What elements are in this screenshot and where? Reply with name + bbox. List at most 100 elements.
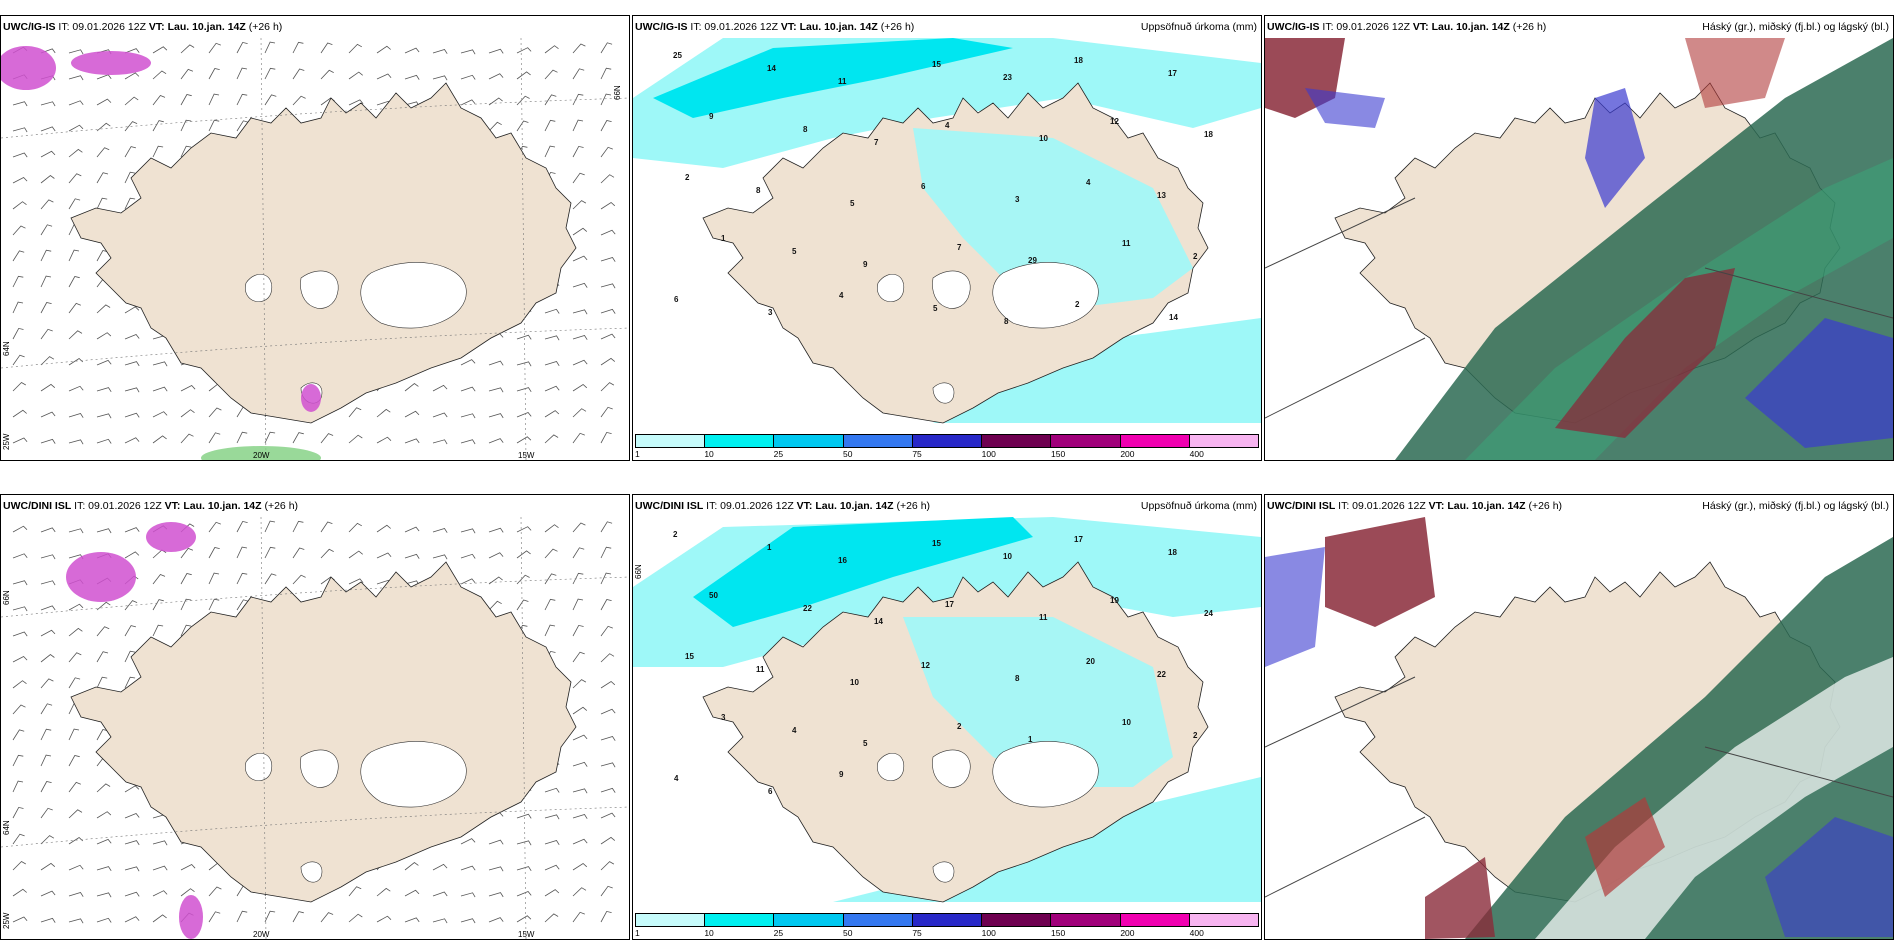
wind-barb: [600, 762, 616, 768]
wind-barb: [404, 861, 419, 871]
wind-barb: [152, 435, 167, 444]
precip-value: 8: [1004, 317, 1009, 326]
colorbar-label: 150: [1051, 928, 1066, 938]
wind-barb: [572, 255, 588, 262]
panel-header: UWC/DINI ISL IT: 09.01.2026 12Z VT: Lau.…: [633, 495, 1261, 517]
wind-barb: [12, 888, 27, 897]
wind-barb: [572, 734, 588, 741]
glacier-1: [300, 270, 339, 309]
colorbar-label: 10: [704, 449, 714, 459]
wind-barb: [320, 69, 334, 80]
wind-barb: [292, 911, 304, 923]
wind-barb: [376, 524, 391, 533]
wind-barb: [208, 93, 220, 106]
wind-barb: [40, 754, 52, 767]
wind-barb: [488, 866, 504, 872]
wind-barb: [460, 359, 476, 366]
precip-value: 25: [673, 51, 682, 60]
precip-value: 3: [1015, 195, 1020, 204]
wind-barb: [292, 68, 305, 80]
wind-barb: [600, 708, 616, 715]
wind-barb: [292, 41, 304, 54]
colorbar-swatch: [843, 914, 913, 926]
wind-barb: [12, 631, 28, 637]
wind-barb: [40, 703, 53, 715]
wind-barb: [432, 439, 448, 445]
wind-barb: [68, 302, 81, 314]
wind-barb: [124, 891, 140, 897]
wind-barb: [376, 915, 392, 923]
wind-barb: [68, 755, 80, 767]
wind-barb: [152, 914, 167, 923]
wind-barb: [404, 410, 420, 418]
precip-colorbar: 1 10 25 50 75 100 150 200 400: [633, 434, 1261, 460]
wind-barb: [40, 554, 56, 560]
wind-barb: [600, 42, 613, 54]
wind-barb: [96, 866, 112, 872]
wind-barb: [404, 438, 420, 444]
wind-barb: [488, 892, 504, 898]
precip-value: 14: [767, 64, 776, 73]
wind-barb: [40, 835, 55, 845]
precip-value: 9: [863, 260, 868, 269]
wind-barb: [124, 785, 140, 793]
wind-barb: [572, 547, 585, 559]
wind-barb: [572, 651, 585, 663]
wind-barb: [40, 527, 56, 533]
wind-barb: [96, 122, 111, 132]
wind-barb: [124, 48, 140, 54]
wind-barb: [152, 361, 168, 367]
wind-barb: [68, 627, 83, 637]
wind-barb: [516, 526, 532, 533]
wind-barb: [544, 548, 558, 559]
wind-barb: [40, 580, 56, 586]
lead-time: (+26 h): [264, 500, 299, 512]
wind-barb: [600, 174, 615, 184]
wind-barb: [68, 892, 84, 897]
precip-value: 1: [1028, 735, 1033, 744]
field-title: Háský (gr.), miðský (fj.bl.) og lágský (…: [1702, 21, 1889, 33]
precip-value: 14: [874, 617, 883, 626]
wind-barb: [208, 521, 221, 533]
wind-barb: [180, 68, 194, 80]
wind-barb: [152, 840, 168, 846]
wind-barb: [68, 677, 81, 689]
panel-cloud-dini: UWC/DINI ISL IT: 09.01.2026 12Z VT: Lau.…: [1264, 494, 1894, 940]
wind-barb: [40, 890, 56, 897]
wind-barb: [68, 75, 84, 81]
lat-label-64: 64N: [2, 341, 11, 356]
wind-barb: [516, 71, 531, 80]
glacier-1: [932, 749, 971, 788]
wind-barb: [68, 728, 80, 741]
wind-map: 66N 64N 25W 20W 15W: [1, 517, 629, 939]
wind-barb: [600, 431, 612, 444]
precip-value: 2: [957, 722, 962, 731]
precip-value: 12: [1110, 117, 1119, 126]
precip-value: 18: [1074, 56, 1083, 65]
wind-barb: [208, 886, 222, 897]
wind-barb: [124, 527, 140, 533]
wind-barb: [544, 335, 560, 341]
wind-barb: [12, 833, 25, 845]
wind-barb: [124, 171, 136, 184]
wind-barb: [348, 913, 363, 923]
wind-barb: [544, 573, 557, 585]
wind-barb: [516, 599, 529, 611]
wind-barb: [320, 548, 334, 559]
precip-map: 2116151017185022141711192415111012820223…: [633, 517, 1261, 939]
wind-barb: [152, 865, 168, 871]
colorbar-label: 200: [1120, 928, 1135, 938]
wind-barb: [68, 652, 82, 663]
wind-barb: [600, 333, 616, 340]
wind-barb: [152, 411, 168, 418]
valid-time: VT: Lau. 10.jan. 14Z: [1428, 500, 1526, 512]
wind-barb: [12, 806, 24, 819]
precip-value: 20: [1086, 657, 1095, 666]
cloud-map: [1265, 517, 1893, 939]
panel-header: UWC/DINI ISL IT: 09.01.2026 12Z VT: Lau.…: [1265, 495, 1893, 517]
wind-barb: [68, 439, 84, 445]
wind-barb: [180, 145, 192, 158]
glacier-0: [877, 274, 905, 302]
wind-barb: [40, 411, 56, 418]
wind-barb: [348, 522, 362, 533]
